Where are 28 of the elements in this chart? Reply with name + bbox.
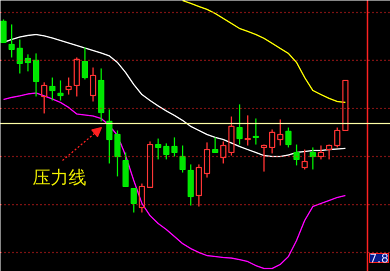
candlestick (0, 18, 7, 44)
candlestick (293, 144, 300, 166)
annotation: 压力线 (32, 168, 86, 188)
candlestick (24, 54, 32, 72)
candlestick (106, 108, 112, 164)
candlestick (334, 126, 340, 148)
candlestick (285, 126, 292, 148)
candlestick (212, 136, 218, 154)
candlestick (82, 46, 88, 80)
candlestick (196, 164, 202, 208)
candlestick (74, 56, 80, 98)
candlestick (220, 140, 226, 164)
candlestick (244, 114, 251, 146)
candlestick (310, 146, 316, 170)
candlestick (130, 188, 137, 214)
candlestick (57, 80, 64, 102)
candlestick (49, 76, 56, 102)
candlestick (179, 144, 186, 174)
candlestick (41, 82, 48, 114)
candlestick (252, 118, 259, 146)
candlestick (114, 130, 121, 178)
candlestick (66, 76, 72, 96)
candlestick (32, 52, 40, 98)
candlestick (171, 136, 178, 158)
candlestick (236, 104, 243, 146)
candlestick (302, 148, 308, 170)
candlestick (138, 182, 146, 214)
text: 7.8 (370, 252, 389, 266)
